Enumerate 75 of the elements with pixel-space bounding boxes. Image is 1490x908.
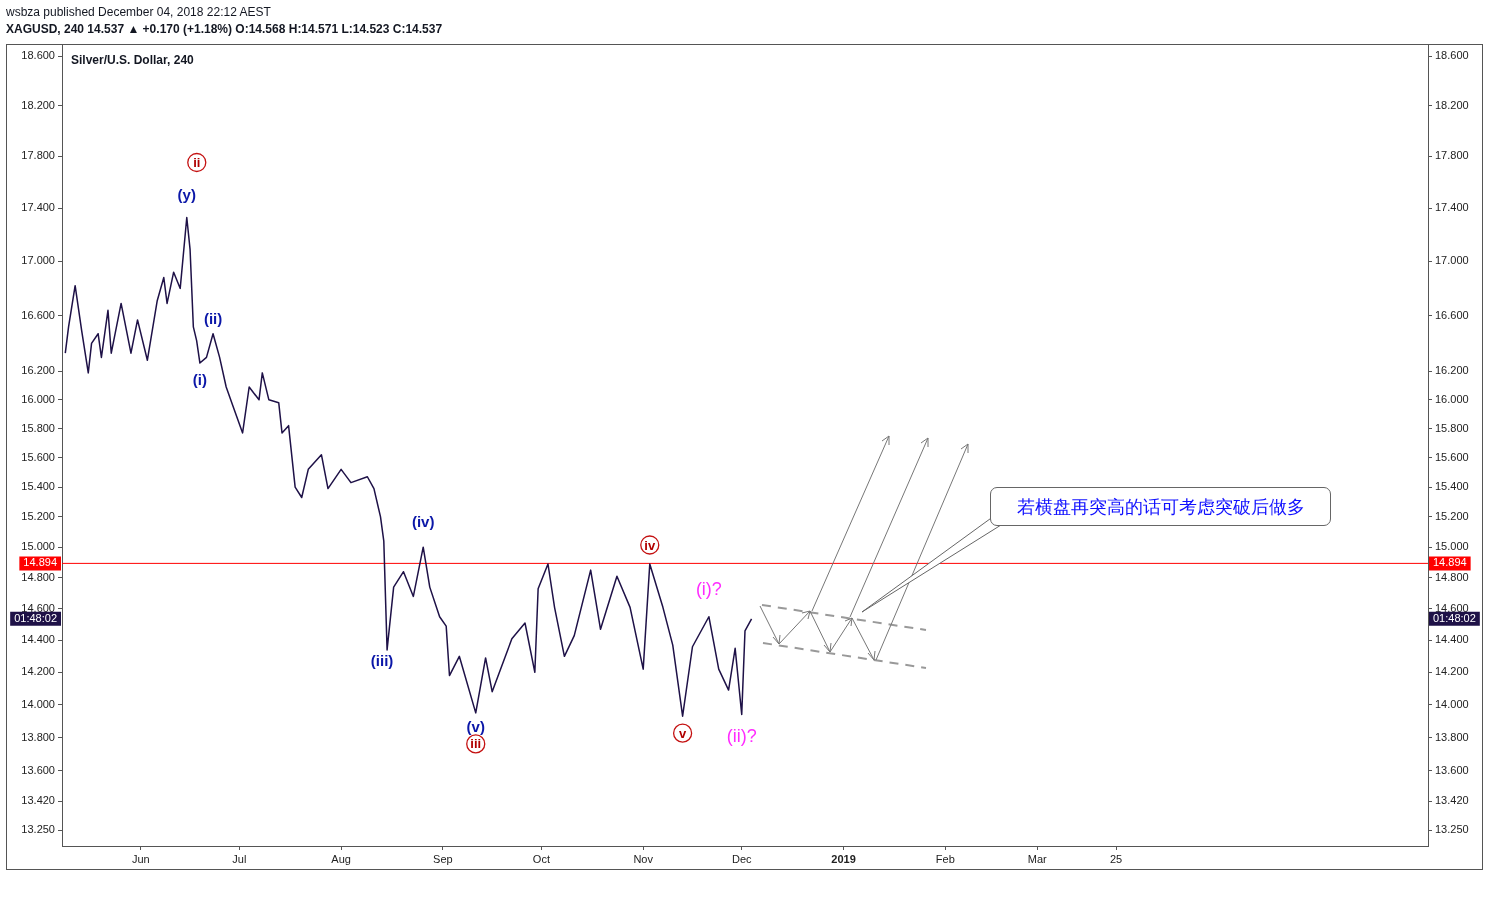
text: 17.000 (21, 254, 55, 267)
x-tick-label: Oct (532, 852, 550, 865)
text: 15.400 (21, 480, 55, 493)
text: 14.800 (21, 570, 55, 583)
text: 14.000 (21, 697, 55, 710)
x-tick-label: Nov (633, 852, 654, 865)
y-tick-label: 13.420 (1435, 794, 1469, 807)
text: 13.600 (21, 763, 55, 776)
y-tick-label: 14.200 (1435, 665, 1469, 678)
y-tick-label: 16.200 (1435, 364, 1469, 377)
text: 14.200 (21, 665, 55, 678)
annotation: (iii) (370, 652, 394, 670)
ref-line-label: 14.894 (23, 556, 58, 569)
y-tick-label: 13.600 (1435, 763, 1469, 776)
x-tick-label: 2019 (831, 852, 856, 865)
y-tick-label: 16.600 (1435, 308, 1469, 321)
text: 13.250 (21, 823, 55, 836)
text: 15.000 (21, 540, 55, 553)
y-tick-label: 14.400 (1435, 633, 1469, 646)
text: 01:48:02 (1433, 611, 1476, 624)
text: 17.800 (21, 149, 55, 162)
annotation: (i) (192, 371, 207, 389)
y-tick-label: 17.000 (1435, 254, 1469, 267)
text: 18.200 (21, 98, 55, 111)
y-tick-label: 15.800 (1435, 421, 1469, 434)
y-tick-label: 14.000 (1435, 697, 1469, 710)
annotation: iii (470, 736, 482, 752)
y-tick-label: 13.250 (1435, 823, 1469, 836)
annotation: (i)? (695, 578, 722, 599)
text: 16.000 (21, 392, 55, 405)
x-tick-label: Sep (433, 852, 453, 865)
y-tick-label: 15.000 (1435, 540, 1469, 553)
text: 14.400 (21, 633, 55, 646)
text: 18.600 (21, 49, 55, 62)
text: 01:48:02 (14, 611, 57, 624)
text: XAGUSD, 240 14.537 ▲ +0.170 (+1.18%) O:14.568 H:14.571 L:14.523 C:14.537 (6, 22, 443, 36)
y-tick-label: 14.600 (1435, 601, 1469, 614)
x-tick-label: Feb (935, 852, 955, 865)
annotation: v (678, 725, 687, 741)
y-tick-label: 13.800 (1435, 730, 1469, 743)
y-tick-label: 15.600 (1435, 450, 1469, 463)
text: wsbza published December 04, 2018 22:12 AEST (6, 5, 271, 19)
text: 17.400 (21, 201, 55, 214)
annotation: (v) (466, 718, 485, 736)
annotation: (iv) (411, 513, 435, 531)
y-tick-label: 18.600 (1435, 49, 1469, 62)
annotation: 若横盘再突高的话可考虑突破后做多 (990, 487, 1331, 526)
text: Silver/U.S. Dollar, 240 (71, 53, 194, 67)
y-tick-label: 14.800 (1435, 570, 1469, 583)
annotation: ii (193, 155, 201, 171)
x-tick-label: Jul (232, 852, 247, 865)
text: 14.600 (21, 601, 55, 614)
annotation: iv (644, 537, 656, 553)
x-tick-label: Dec (731, 852, 752, 865)
annotation: (ii) (203, 309, 223, 327)
y-tick-label: 18.200 (1435, 98, 1469, 111)
text: 14.894 (1432, 556, 1467, 569)
y-tick-label: 17.400 (1435, 201, 1469, 214)
text: 13.800 (21, 730, 55, 743)
y-tick-label: 15.400 (1435, 480, 1469, 493)
text: 16.200 (21, 364, 55, 377)
text: 15.800 (21, 421, 55, 434)
annotation: (ii)? (726, 726, 757, 747)
text: 15.200 (21, 509, 55, 522)
text: 16.600 (21, 308, 55, 321)
y-tick-label: 15.200 (1435, 509, 1469, 522)
x-tick-label: 25 (1109, 852, 1123, 865)
y-tick-label: 17.800 (1435, 149, 1469, 162)
y-tick-label: 16.000 (1435, 392, 1469, 405)
text: 13.420 (21, 794, 55, 807)
x-tick-label: Jun (131, 852, 150, 865)
annotation: (y) (177, 185, 196, 203)
x-tick-label: Mar (1027, 852, 1048, 865)
x-tick-label: Aug (331, 852, 351, 865)
text: 15.600 (21, 450, 55, 463)
